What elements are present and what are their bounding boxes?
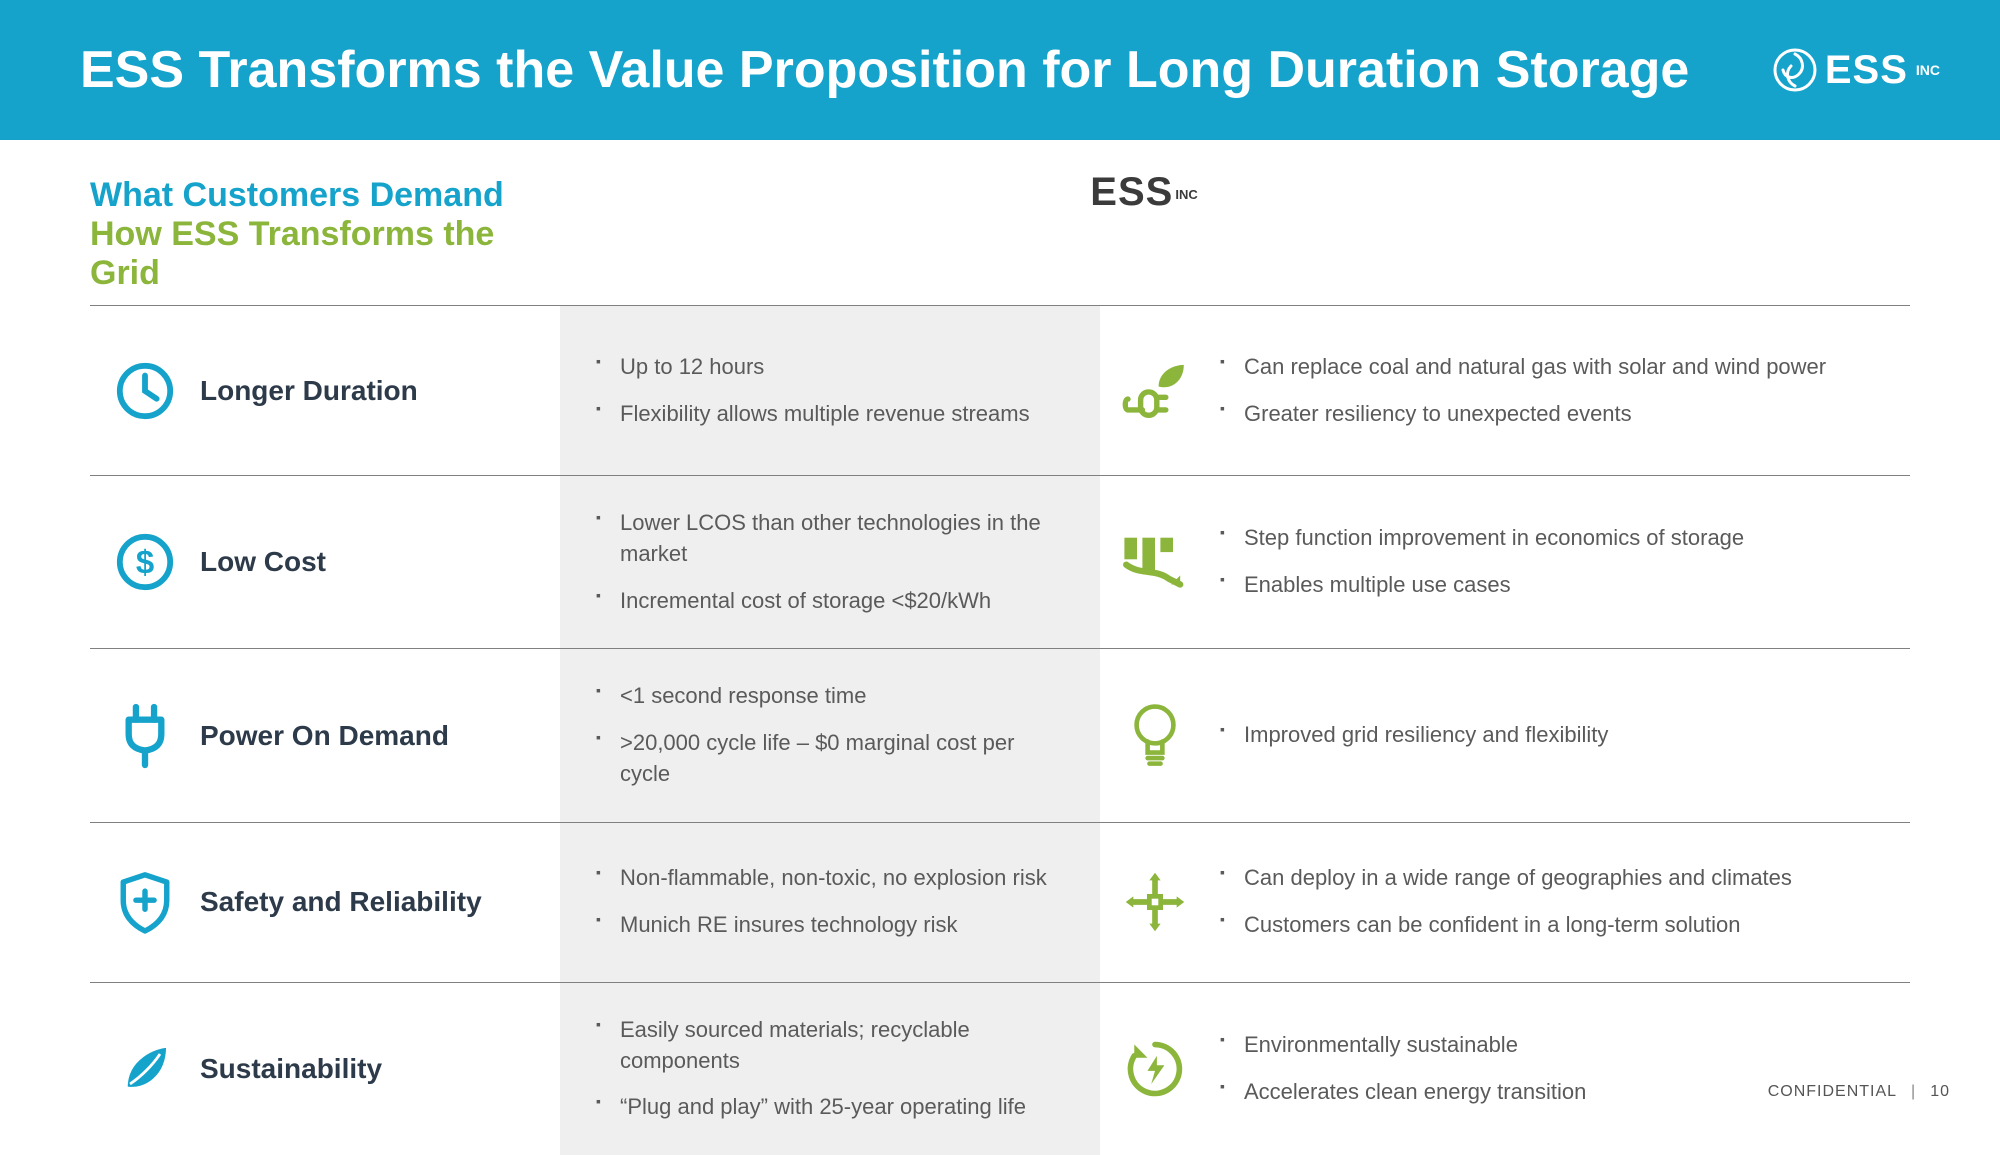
bulb-icon bbox=[1100, 701, 1210, 771]
footer-label: CONFIDENTIAL bbox=[1768, 1083, 1897, 1100]
bullet: Customers can be confident in a long-ter… bbox=[1220, 902, 1900, 949]
plug-leaf-icon bbox=[1100, 359, 1210, 423]
rows-container: Longer DurationUp to 12 hoursFlexibility… bbox=[90, 305, 1910, 1155]
dollar-icon: $ bbox=[90, 531, 200, 593]
center-logo: ESSINC bbox=[1100, 170, 1180, 215]
header-logo: ESS INC bbox=[1773, 48, 1940, 93]
header-logo-sup: INC bbox=[1916, 62, 1940, 78]
bullet: >20,000 cycle life – $0 marginal cost pe… bbox=[596, 720, 1064, 798]
center-logo-sup: INC bbox=[1175, 187, 1197, 202]
leaf-icon bbox=[90, 1039, 200, 1099]
right-cell: Can deploy in a wide range of geographie… bbox=[1210, 831, 1910, 973]
bullet: Non-flammable, non-toxic, no explosion r… bbox=[596, 855, 1064, 902]
bullet: Lower LCOS than other technologies in th… bbox=[596, 500, 1064, 578]
row-label: Power On Demand bbox=[200, 720, 560, 752]
page-number: 10 bbox=[1930, 1083, 1950, 1100]
column-headers: What Customers Demand ESSINC How ESS Tra… bbox=[90, 170, 1910, 305]
mid-cell: Non-flammable, non-toxic, no explosion r… bbox=[560, 823, 1100, 982]
content-area: What Customers Demand ESSINC How ESS Tra… bbox=[0, 140, 2000, 1155]
bullet: Enables multiple use cases bbox=[1220, 562, 1900, 609]
clock-icon bbox=[90, 360, 200, 422]
mid-cell: Up to 12 hoursFlexibility allows multipl… bbox=[560, 306, 1100, 475]
left-column-header: What Customers Demand bbox=[90, 176, 1100, 215]
row-label: Longer Duration bbox=[200, 375, 560, 407]
bullet: Up to 12 hours bbox=[596, 344, 1064, 391]
bullet: Can deploy in a wide range of geographie… bbox=[1220, 855, 1900, 902]
page-title: ESS Transforms the Value Proposition for… bbox=[80, 40, 1689, 100]
right-cell: Environmentally sustainableAccelerates c… bbox=[1210, 998, 1910, 1140]
row-label: Safety and Reliability bbox=[200, 886, 560, 918]
bullet: Incremental cost of storage <$20/kWh bbox=[596, 578, 1064, 625]
bullet: Step function improvement in economics o… bbox=[1220, 515, 1900, 562]
mid-cell: <1 second response time>20,000 cycle lif… bbox=[560, 649, 1100, 821]
header-bar: ESS Transforms the Value Proposition for… bbox=[0, 0, 2000, 140]
row-label: Sustainability bbox=[200, 1053, 560, 1085]
right-column-header: How ESS Transforms the Grid bbox=[90, 215, 560, 293]
right-cell: Can replace coal and natural gas with so… bbox=[1210, 320, 1910, 462]
bullet: “Plug and play” with 25-year operating l… bbox=[596, 1084, 1064, 1131]
row-label: Low Cost bbox=[200, 546, 560, 578]
recycle-bolt-icon bbox=[1100, 1037, 1210, 1101]
table-row: Longer DurationUp to 12 hoursFlexibility… bbox=[90, 305, 1910, 475]
table-row: $ Low Cost Lower LCOS than other technolog… bbox=[90, 475, 1910, 648]
table-row: Power On Demand<1 second response time>2… bbox=[90, 648, 1910, 821]
bullet: Easily sourced materials; recyclable com… bbox=[596, 1007, 1064, 1085]
mid-cell: Easily sourced materials; recyclable com… bbox=[560, 983, 1100, 1155]
arrows-icon bbox=[1100, 869, 1210, 935]
right-cell: Step function improvement in economics o… bbox=[1210, 491, 1910, 633]
bullet: Can replace coal and natural gas with so… bbox=[1220, 344, 1900, 391]
bullet: <1 second response time bbox=[596, 673, 1064, 720]
plug-icon bbox=[90, 703, 200, 769]
mid-cell: Lower LCOS than other technologies in th… bbox=[560, 476, 1100, 648]
bullet: Improved grid resiliency and flexibility bbox=[1220, 712, 1900, 759]
bullet: Environmentally sustainable bbox=[1220, 1022, 1900, 1069]
bullet: Greater resiliency to unexpected events bbox=[1220, 391, 1900, 438]
table-row: Sustainability Easily sourced materials; … bbox=[90, 982, 1910, 1155]
header-logo-text: ESS bbox=[1825, 48, 1908, 93]
table-row: Safety and Reliability Non-flammable, non… bbox=[90, 822, 1910, 982]
center-logo-text: ESS bbox=[1090, 170, 1173, 214]
bullet: Flexibility allows multiple revenue stre… bbox=[596, 391, 1064, 438]
right-cell: Improved grid resiliency and flexibility bbox=[1210, 688, 1910, 783]
swirl-icon bbox=[1773, 48, 1817, 92]
svg-text:$: $ bbox=[136, 544, 154, 581]
footer: CONFIDENTIAL|10 bbox=[1768, 1083, 1950, 1101]
chart-down-icon bbox=[1100, 532, 1210, 592]
shield-icon bbox=[90, 869, 200, 935]
bullet: Munich RE insures technology risk bbox=[596, 902, 1064, 949]
